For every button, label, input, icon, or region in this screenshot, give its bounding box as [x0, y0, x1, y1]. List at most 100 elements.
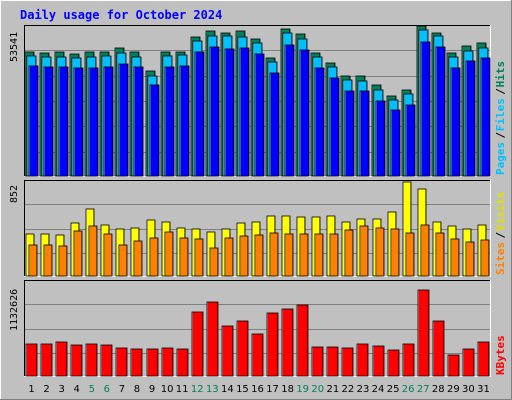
- bar-pages-day-8: [133, 66, 144, 177]
- bar-body: [267, 313, 278, 376]
- bar-body: [421, 225, 429, 276]
- bar-pages-day-28: [435, 46, 446, 177]
- bar-body: [451, 68, 460, 176]
- bar-body: [406, 233, 414, 276]
- x-tick-label-day-2: 2: [43, 384, 49, 395]
- bar-pages-day-11: [179, 65, 190, 177]
- panel-kbytes: 1132626 KBytes: [9, 280, 507, 377]
- bar-body: [270, 233, 278, 276]
- legend-hits-files-pages: Pages/Files/Hits: [494, 61, 507, 175]
- bar-body: [436, 47, 445, 176]
- bar-sites-day-8: [133, 240, 143, 277]
- bar-body: [360, 91, 369, 176]
- bar-body: [297, 305, 308, 376]
- bar-body: [255, 54, 264, 176]
- bar-pages-day-16: [254, 53, 265, 177]
- legend-kbytes: KBytes: [494, 335, 507, 375]
- x-tick-label-day-10: 10: [161, 384, 174, 395]
- bar-body: [134, 67, 143, 176]
- bar-sites-day-9: [149, 237, 159, 277]
- bar-body: [74, 68, 83, 176]
- bar-body: [59, 67, 68, 176]
- bar-sites-day-3: [58, 245, 68, 277]
- bar-kbytes-day-27: [417, 289, 430, 377]
- bar-body: [373, 346, 384, 376]
- bar-kbytes-day-23: [356, 343, 369, 377]
- bar-sites-day-12: [194, 238, 204, 277]
- bar-body: [44, 245, 52, 276]
- legend-item-visits: Visits: [494, 191, 507, 231]
- bar-body: [270, 73, 279, 176]
- bar-body: [406, 105, 415, 176]
- bar-body: [180, 238, 188, 276]
- bar-pages-day-13: [209, 46, 220, 177]
- bar-body: [44, 67, 53, 176]
- bar-body: [210, 248, 218, 276]
- bar-kbytes-day-8: [130, 348, 143, 377]
- bar-kbytes-day-20: [311, 346, 324, 377]
- x-tick-label-day-19: 19: [296, 384, 309, 395]
- y-axis-max-label: 852: [9, 185, 20, 203]
- bar-body: [391, 229, 399, 276]
- bar-pages-day-30: [465, 60, 476, 177]
- x-tick-label-day-5: 5: [89, 384, 95, 395]
- bar-body: [376, 228, 384, 276]
- bar-pages-day-2: [43, 66, 54, 177]
- bar-pages-day-22: [344, 90, 355, 177]
- bar-pages-day-4: [73, 67, 84, 177]
- bar-kbytes-day-14: [221, 325, 234, 377]
- bar-body: [282, 309, 293, 376]
- bar-body: [29, 66, 38, 176]
- bar-sites-day-21: [329, 233, 339, 277]
- bar-sites-day-24: [375, 227, 385, 277]
- bar-kbytes-day-17: [266, 312, 279, 377]
- bar-kbytes-day-16: [251, 333, 264, 377]
- bar-kbytes-day-31: [477, 341, 490, 377]
- bar-pages-day-3: [58, 66, 69, 177]
- bar-sites-day-10: [164, 231, 174, 277]
- chart-panels: 53541Pages/Files/Hits852Sites/Visits1132…: [9, 25, 507, 377]
- bar-kbytes-day-5: [85, 343, 98, 377]
- x-tick-label-day-23: 23: [357, 384, 370, 395]
- bar-sites-day-17: [269, 232, 279, 277]
- bar-pages-day-10: [164, 66, 175, 177]
- bar-body: [345, 230, 353, 276]
- bar-kbytes-day-11: [176, 348, 189, 377]
- bar-body: [360, 226, 368, 276]
- x-tick-label-day-4: 4: [74, 384, 80, 395]
- bar-body: [56, 342, 67, 376]
- bar-body: [41, 344, 52, 376]
- x-tick-label-day-22: 22: [342, 384, 355, 395]
- bar-sites-day-23: [359, 225, 369, 277]
- bar-sites-day-22: [344, 229, 354, 277]
- bar-body: [345, 91, 354, 176]
- bar-pages-day-7: [118, 63, 129, 177]
- bar-sites-day-15: [239, 235, 249, 277]
- bar-body: [104, 67, 113, 176]
- x-tick-label-day-3: 3: [58, 384, 64, 395]
- bar-pages-day-5: [88, 67, 99, 177]
- legend-separator: /: [494, 132, 507, 139]
- bar-sites-day-4: [73, 230, 83, 277]
- bar-body: [237, 321, 248, 376]
- bar-body: [195, 239, 203, 276]
- bar-sites-day-2: [43, 244, 53, 277]
- legend-visits-sites: Sites /Visits: [494, 191, 507, 275]
- legend-separator: /: [494, 232, 507, 239]
- bar-body: [165, 67, 174, 176]
- bar-body: [433, 321, 444, 376]
- bar-body: [119, 245, 127, 276]
- x-tick-label-day-16: 16: [251, 384, 264, 395]
- bar-body: [195, 52, 204, 176]
- legend-item-files: Files: [494, 98, 507, 131]
- x-tick-label-day-13: 13: [206, 384, 219, 395]
- x-tick-label-day-26: 26: [402, 384, 415, 395]
- bar-pages-day-26: [405, 104, 416, 177]
- bar-body: [388, 350, 399, 376]
- bar-body: [225, 49, 234, 176]
- bar-kbytes-day-22: [341, 347, 354, 377]
- bar-pages-day-24: [375, 100, 386, 177]
- bar-pages-day-9: [149, 84, 160, 177]
- legend-item-hits: Hits: [494, 61, 507, 88]
- bar-body: [29, 245, 37, 276]
